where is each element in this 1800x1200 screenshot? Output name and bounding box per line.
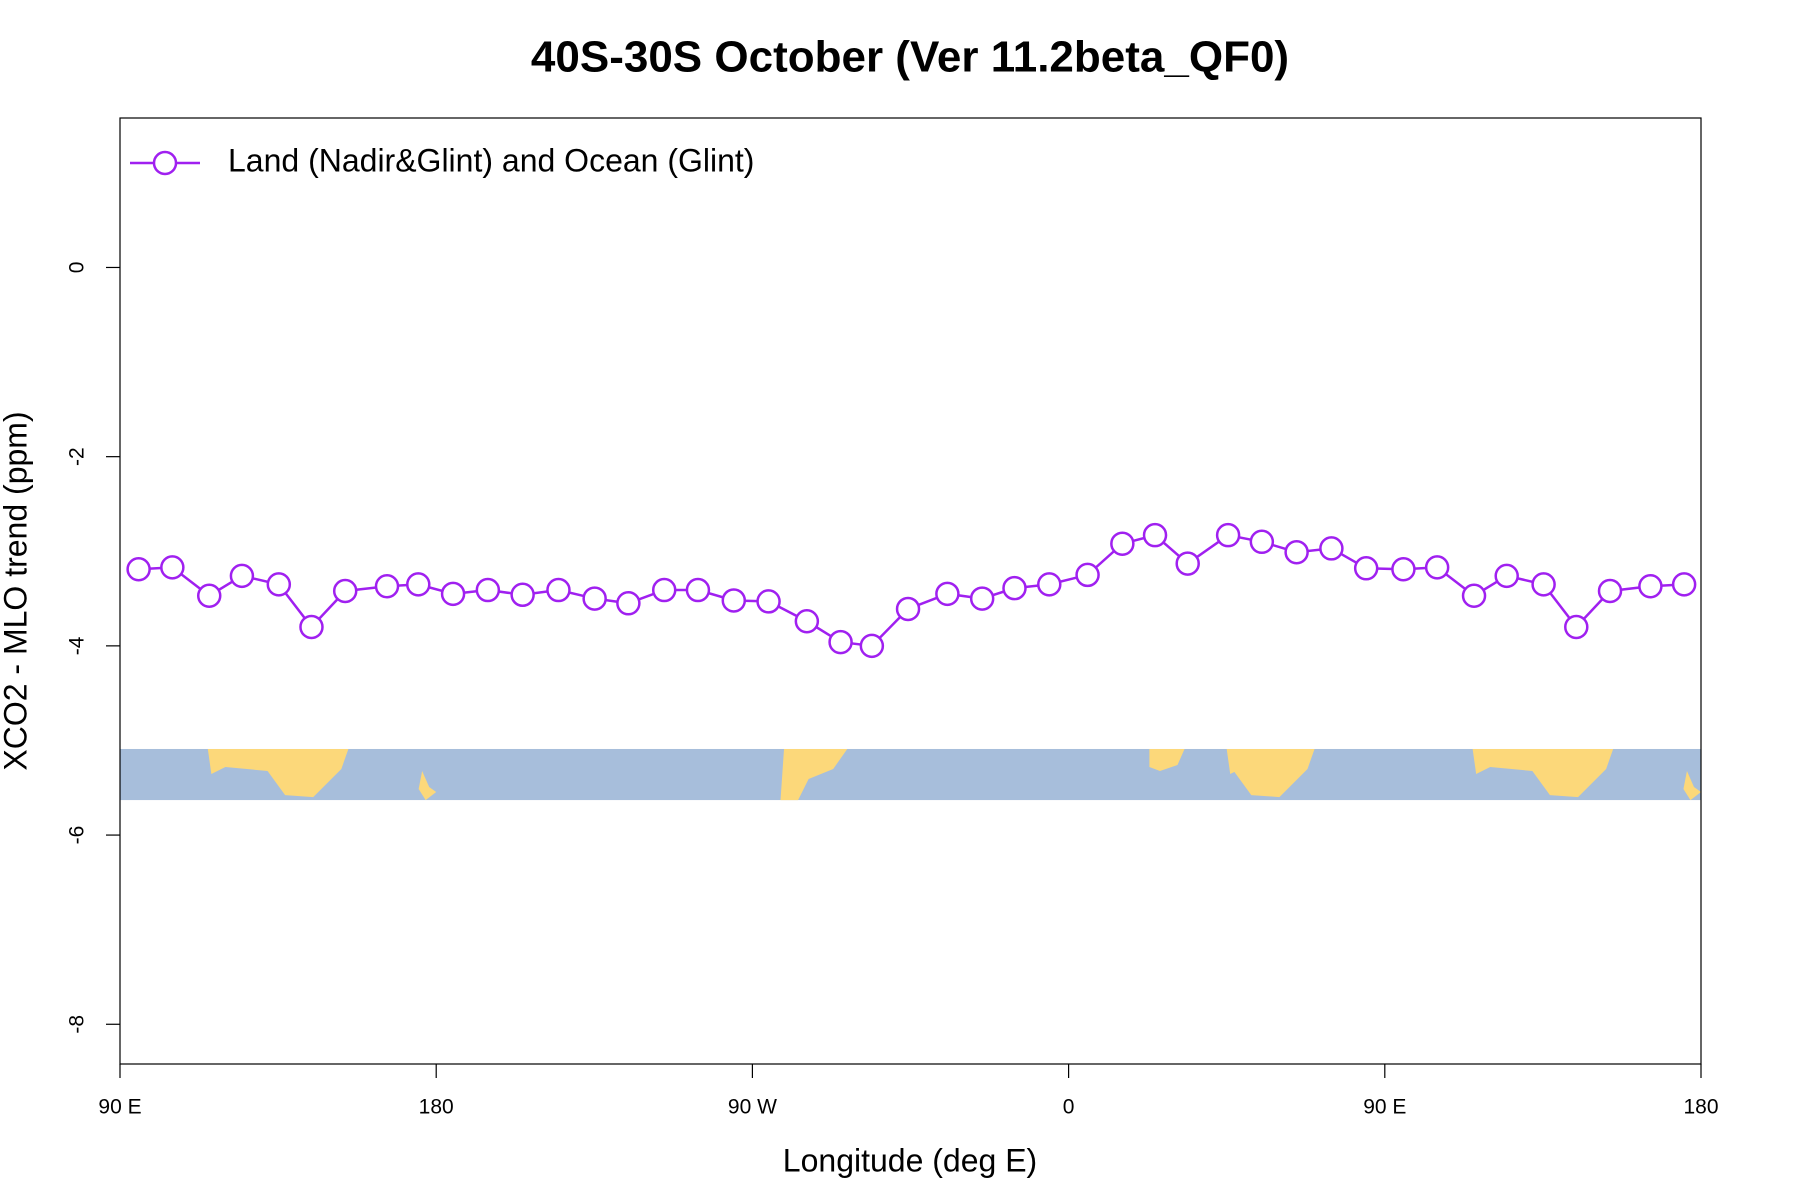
- y-tick-label: -4: [66, 636, 89, 655]
- y-axis-label: XCO2 - MLO trend (ppm): [0, 411, 33, 770]
- point: [1597, 578, 1623, 604]
- point: [1002, 575, 1027, 601]
- point: [1142, 522, 1168, 548]
- point: [1215, 522, 1241, 548]
- point: [1319, 536, 1344, 561]
- y-tick-label: -6: [66, 826, 89, 845]
- y-tick-label: 0: [66, 262, 89, 274]
- point: [126, 556, 151, 582]
- point: [935, 581, 960, 607]
- point: [510, 582, 535, 608]
- map-land: [1472, 748, 1614, 798]
- point: [685, 577, 711, 603]
- point: [229, 563, 255, 589]
- point: [332, 578, 358, 604]
- point: [1284, 539, 1309, 565]
- point: [266, 572, 292, 597]
- legend-label: Land (Nadir&Glint) and Ocean (Glint): [228, 142, 754, 178]
- point: [859, 633, 885, 659]
- legend-marker: [152, 150, 178, 176]
- point: [1461, 583, 1487, 608]
- x-tick-label: 90 W: [728, 1096, 777, 1119]
- y-tick-label: -2: [66, 447, 89, 466]
- series-line: [138, 533, 1685, 648]
- point: [1353, 556, 1379, 581]
- point: [196, 583, 222, 608]
- map-land: [780, 748, 848, 801]
- x-tick-label: 180: [1683, 1096, 1718, 1119]
- chart-title: 40S-30S October (Ver 11.2beta_QF0): [531, 33, 1289, 82]
- point: [1424, 555, 1450, 580]
- point: [1110, 531, 1135, 556]
- x-tick-label: 90 E: [98, 1096, 141, 1119]
- map-ocean: [120, 748, 1701, 801]
- x-tick-label: 180: [419, 1096, 454, 1119]
- x-tick-label: 90 E: [1363, 1096, 1406, 1119]
- plot-frame: [119, 117, 1702, 1065]
- point: [406, 572, 431, 597]
- map-land: [418, 770, 437, 801]
- point: [969, 586, 995, 611]
- point: [1671, 572, 1697, 597]
- point: [756, 589, 781, 614]
- map-land: [1226, 748, 1315, 798]
- point: [1391, 556, 1416, 582]
- point: [1075, 562, 1100, 588]
- point: [475, 577, 501, 603]
- point: [721, 588, 747, 613]
- y-tick-label: -8: [66, 1015, 89, 1034]
- point: [1638, 574, 1663, 599]
- point: [1249, 529, 1275, 555]
- point: [299, 614, 324, 640]
- point: [1037, 572, 1062, 597]
- point: [1494, 563, 1519, 589]
- x-axis-label: Longitude (deg E): [783, 1142, 1037, 1178]
- point: [1531, 572, 1556, 597]
- point: [160, 555, 185, 580]
- point: [895, 596, 921, 622]
- point: [374, 574, 400, 599]
- point: [828, 629, 853, 655]
- map-land: [1149, 748, 1185, 771]
- point: [651, 577, 677, 603]
- point: [1175, 551, 1200, 576]
- point: [794, 609, 820, 634]
- point: [1564, 614, 1589, 640]
- point: [582, 586, 607, 611]
- map-land: [207, 748, 349, 798]
- x-tick-label: 0: [1063, 1096, 1075, 1119]
- point: [616, 591, 641, 616]
- point: [546, 577, 571, 603]
- point: [440, 581, 466, 607]
- map-land: [1683, 770, 1701, 801]
